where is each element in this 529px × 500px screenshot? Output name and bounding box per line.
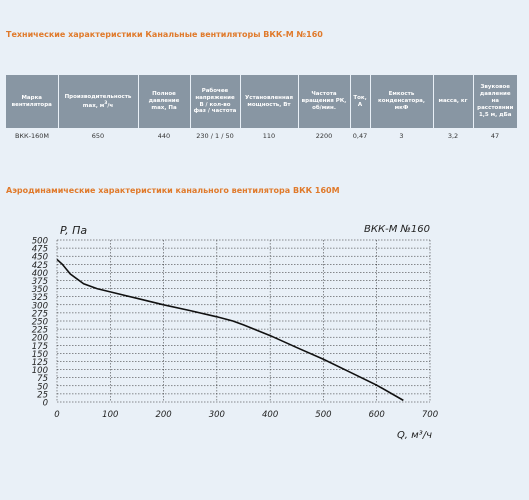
y-tick-label: 175 — [32, 342, 48, 352]
pressure-flow-chart: 0255075100125150175200225250275300325350… — [32, 224, 438, 441]
y-tick-label: 125 — [32, 358, 48, 368]
cell-power: 110 — [262, 132, 276, 140]
x-tick-label: 400 — [262, 410, 278, 420]
y-tick-label: 375 — [32, 277, 48, 287]
pressure-curve — [56, 258, 404, 402]
x-tick-label: 300 — [209, 410, 225, 420]
spec-table-header-row: Марка вентилятора Производительность max… — [6, 75, 517, 128]
x-tick-label: 200 — [155, 410, 171, 420]
chart-title: ВКК-М №160 — [364, 224, 430, 235]
y-tick-label: 350 — [32, 285, 48, 295]
cell-current: 0,47 — [352, 132, 368, 140]
header-current: Ток, А — [349, 75, 370, 128]
x-tick-label: 0 — [54, 410, 59, 420]
y-tick-label: 275 — [32, 309, 48, 319]
cell-mass: 3,2 — [447, 132, 459, 140]
y-tick-label: 150 — [32, 350, 48, 360]
header-capacitor: Емкость конденсатора, мкФ — [369, 75, 433, 128]
cell-voltage: 230 / 1 / 50 — [196, 132, 234, 140]
y-tick-label: 425 — [32, 261, 48, 271]
x-tick-label: 600 — [369, 410, 385, 420]
y-tick-label: 25 — [37, 390, 48, 400]
y-tick-label: 325 — [32, 293, 48, 303]
y-tick-label: 200 — [32, 334, 48, 344]
x-axis-label: Q, м³/ч — [397, 430, 432, 441]
y-tick-label: 250 — [32, 318, 48, 328]
y-tick-label: 400 — [32, 269, 48, 279]
cell-model: ВКК-160М — [14, 132, 50, 140]
cell-rpm: 2200 — [315, 132, 333, 140]
cell-noise: 47 — [490, 132, 500, 140]
header-model: Марка вентилятора — [6, 75, 58, 128]
y-tick-label: 300 — [32, 301, 48, 311]
y-tick-label: 100 — [32, 366, 48, 376]
y-tick-label: 475 — [32, 245, 48, 255]
header-capacity: Производительность max, м3/ч — [57, 75, 138, 128]
x-tick-label: 500 — [315, 410, 331, 420]
y-tick-label: 50 — [37, 382, 48, 392]
header-pressure: Полное давление max, Па — [137, 75, 190, 128]
y-tick-label: 500 — [32, 237, 48, 247]
spec-table: Марка вентилятора Производительность max… — [6, 75, 517, 144]
chart-section-title: Аэродинамические характеристики канально… — [6, 186, 340, 195]
cell-capacitor: 3 — [399, 132, 404, 140]
header-rpm: Частота вращения РК, об/мин. — [297, 75, 350, 128]
y-axis-label: P, Па — [60, 224, 87, 237]
x-tick-label: 700 — [422, 410, 438, 420]
cell-pressure: 440 — [157, 132, 171, 140]
y-tick-label: 450 — [32, 253, 48, 263]
y-tick-label: 225 — [32, 326, 48, 336]
header-noise: Звуковое давление на расстоянии 1,5 м, д… — [472, 75, 517, 128]
y-tick-label: 75 — [37, 374, 48, 384]
x-tick-label: 100 — [102, 410, 118, 420]
cell-capacity: 650 — [91, 132, 105, 140]
header-mass: масса, кг — [432, 75, 473, 128]
header-power: Установленная мощность, Вт — [239, 75, 298, 128]
y-tick-label: 0 — [43, 399, 48, 409]
spec-section-title: Технические характеристики Канальные вен… — [6, 30, 323, 39]
header-voltage: Рабочее напряжение В / кол-во фаз / част… — [189, 75, 240, 128]
table-row: ВКК-160М 650 440 230 / 1 / 50 110 2200 0… — [6, 128, 517, 144]
